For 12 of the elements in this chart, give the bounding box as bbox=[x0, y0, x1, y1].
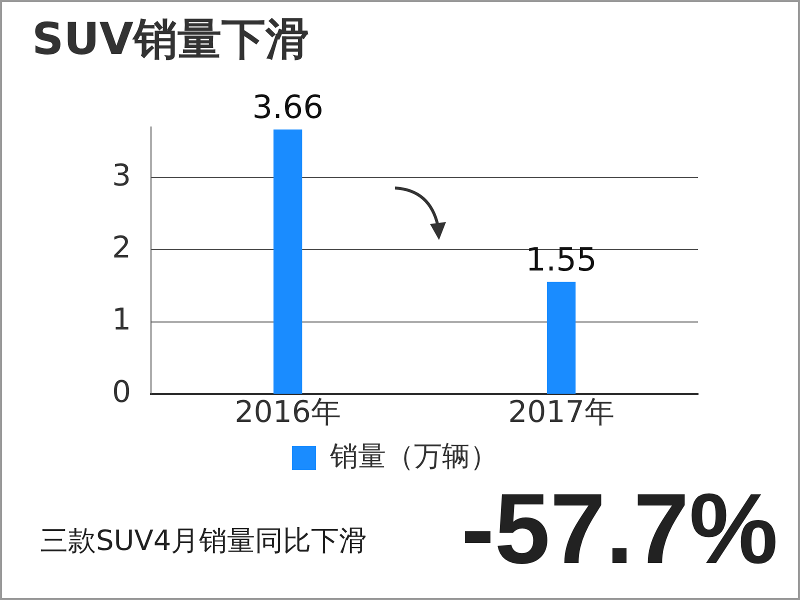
x-tick-label: 2016年 bbox=[234, 394, 341, 430]
y-tick-label: 3 bbox=[112, 158, 132, 194]
data-label: 3.66 bbox=[252, 88, 324, 126]
y-tick-label: 0 bbox=[112, 374, 132, 410]
legend-label: 销量（万辆） bbox=[329, 439, 498, 472]
y-tick-label: 1 bbox=[112, 302, 132, 338]
data-label: 1.55 bbox=[526, 240, 597, 278]
text: -57.7% bbox=[461, 472, 778, 587]
y-tick-label: 2 bbox=[112, 230, 132, 266]
x-tick-label: 2017年 bbox=[508, 394, 614, 430]
text: 三款SUV4月销量同比下滑 bbox=[40, 523, 368, 559]
chart-title: SUV销量下滑 bbox=[32, 13, 310, 67]
